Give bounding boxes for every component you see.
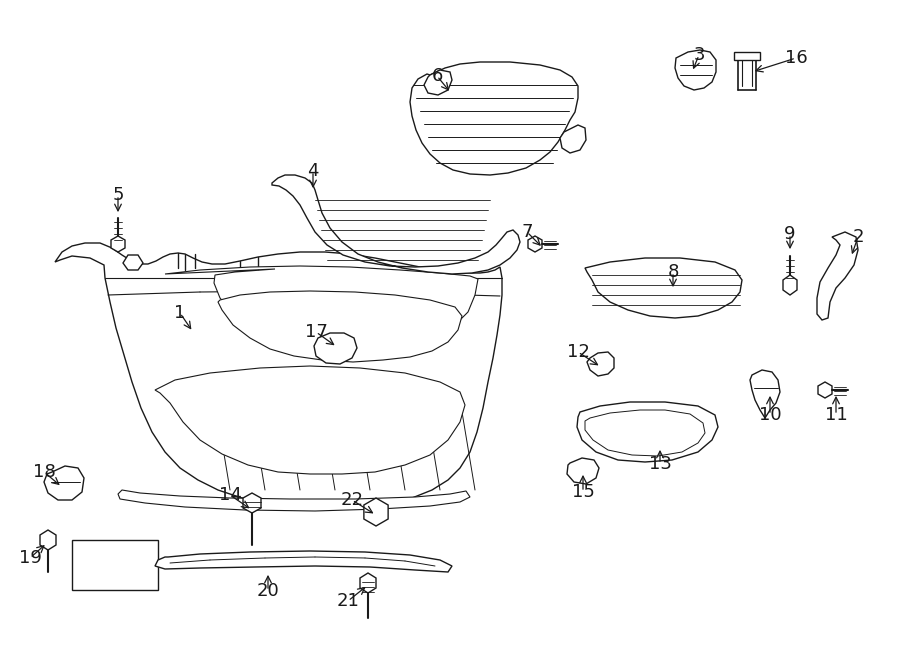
Polygon shape — [424, 70, 452, 95]
Polygon shape — [165, 266, 478, 343]
Text: 22: 22 — [340, 491, 364, 509]
Text: 9: 9 — [784, 225, 796, 243]
Circle shape — [95, 550, 105, 560]
Polygon shape — [817, 232, 858, 320]
Text: 16: 16 — [785, 49, 807, 67]
Text: 6: 6 — [431, 67, 443, 85]
Text: 18: 18 — [32, 463, 56, 481]
Text: 17: 17 — [304, 323, 328, 341]
Polygon shape — [567, 458, 599, 484]
Polygon shape — [528, 236, 542, 252]
Polygon shape — [364, 498, 388, 526]
Text: 4: 4 — [307, 162, 319, 180]
Text: 10: 10 — [759, 406, 781, 424]
Text: 14: 14 — [219, 486, 241, 504]
Polygon shape — [410, 62, 578, 175]
Polygon shape — [155, 551, 452, 572]
Polygon shape — [118, 490, 470, 511]
Polygon shape — [218, 291, 462, 362]
Polygon shape — [675, 50, 716, 90]
Polygon shape — [55, 243, 502, 507]
Text: 1: 1 — [175, 304, 185, 322]
Circle shape — [95, 570, 105, 580]
Polygon shape — [314, 333, 357, 364]
Text: 13: 13 — [649, 455, 671, 473]
Text: 7: 7 — [521, 223, 533, 241]
Text: 20: 20 — [256, 582, 279, 600]
Circle shape — [120, 550, 130, 560]
Polygon shape — [577, 402, 718, 462]
Text: 21: 21 — [337, 592, 359, 610]
Text: 8: 8 — [667, 263, 679, 281]
Polygon shape — [272, 175, 520, 274]
Polygon shape — [734, 52, 760, 60]
Polygon shape — [111, 236, 125, 252]
Circle shape — [120, 570, 130, 580]
Polygon shape — [72, 540, 158, 590]
Polygon shape — [818, 382, 832, 398]
Polygon shape — [44, 466, 84, 500]
Polygon shape — [243, 493, 261, 513]
Text: 15: 15 — [572, 483, 594, 501]
Polygon shape — [560, 125, 586, 153]
Polygon shape — [40, 530, 56, 550]
Polygon shape — [585, 258, 742, 318]
Text: 12: 12 — [567, 343, 590, 361]
Polygon shape — [750, 370, 780, 418]
Text: 2: 2 — [852, 228, 864, 246]
Text: 5: 5 — [112, 186, 124, 204]
Polygon shape — [587, 352, 614, 376]
Polygon shape — [585, 410, 705, 456]
Text: 3: 3 — [693, 46, 705, 64]
Circle shape — [370, 506, 382, 518]
Polygon shape — [123, 255, 143, 270]
Polygon shape — [360, 573, 376, 593]
Text: 11: 11 — [824, 406, 848, 424]
Polygon shape — [783, 275, 797, 295]
Polygon shape — [155, 366, 465, 474]
Text: 19: 19 — [19, 549, 41, 567]
